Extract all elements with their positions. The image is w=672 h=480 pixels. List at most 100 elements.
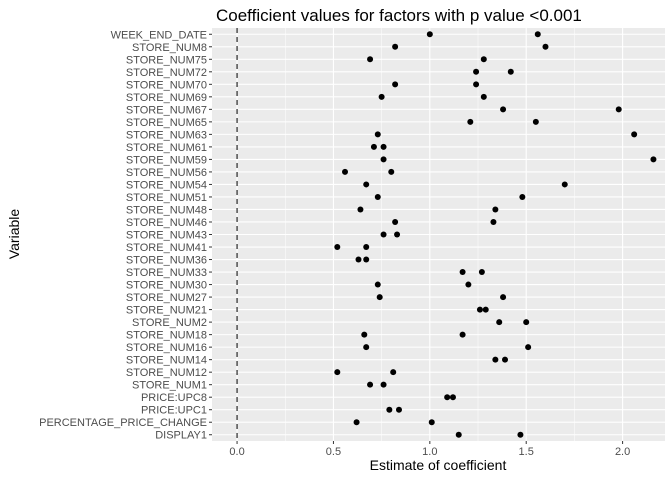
y-tick-label: STORE_NUM72 <box>126 67 207 79</box>
y-tick-label: STORE_NUM27 <box>126 292 207 304</box>
y-axis-title: Variable <box>6 209 22 260</box>
y-tick-label: STORE_NUM30 <box>126 280 207 292</box>
y-tick-label: STORE_NUM46 <box>126 217 207 229</box>
data-point <box>363 256 370 263</box>
data-point <box>542 43 549 50</box>
data-point <box>561 181 568 188</box>
y-tick-label: STORE_NUM59 <box>126 154 207 166</box>
data-point <box>363 244 370 251</box>
data-point <box>502 356 509 363</box>
y-tick-label: STORE_NUM51 <box>126 192 207 204</box>
data-point <box>650 156 657 163</box>
x-axis-title: Estimate of coefficient <box>370 457 507 473</box>
y-tick-label: STORE_NUM48 <box>126 204 207 216</box>
data-point <box>334 369 341 376</box>
data-point <box>374 131 381 138</box>
data-point <box>388 168 395 175</box>
data-point <box>394 231 401 238</box>
y-tick-label: STORE_NUM61 <box>126 142 207 154</box>
y-tick-label: STORE_NUM54 <box>126 179 207 191</box>
data-point <box>467 118 474 125</box>
data-point <box>334 244 341 251</box>
data-point <box>500 294 507 301</box>
data-point <box>631 131 638 138</box>
data-point <box>390 369 397 376</box>
data-point <box>480 93 487 100</box>
y-tick-label: STORE_NUM41 <box>126 242 207 254</box>
y-tick-label: STORE_NUM75 <box>126 54 207 66</box>
y-tick-label: STORE_NUM67 <box>126 104 207 116</box>
data-point <box>361 331 368 338</box>
y-tick-label: STORE_NUM65 <box>126 117 207 129</box>
y-tick-label: STORE_NUM21 <box>126 305 207 317</box>
data-point <box>465 281 472 288</box>
y-tick-label: STORE_NUM70 <box>126 79 207 91</box>
data-point <box>374 193 381 200</box>
y-tick-label: WEEK_END_DATE <box>111 29 207 41</box>
data-point <box>473 81 480 88</box>
data-point <box>392 43 399 50</box>
y-tick-label: STORE_NUM56 <box>126 167 207 179</box>
data-point <box>459 269 466 276</box>
y-tick-label: PRICE:UPC8 <box>141 392 207 404</box>
data-point <box>519 193 526 200</box>
data-point <box>480 56 487 63</box>
data-point <box>525 344 532 351</box>
data-point <box>455 431 462 438</box>
data-point <box>380 381 387 388</box>
y-tick-label: STORE_NUM43 <box>126 230 207 242</box>
data-point <box>342 168 349 175</box>
data-point <box>615 106 622 113</box>
data-point <box>392 218 399 225</box>
data-point <box>386 406 393 413</box>
x-tick-label: 0.0 <box>229 446 244 458</box>
data-point <box>370 143 377 150</box>
data-point <box>392 81 399 88</box>
y-tick-label: STORE_NUM36 <box>126 255 207 267</box>
data-point <box>492 356 499 363</box>
data-point <box>376 294 383 301</box>
y-tick-label: STORE_NUM12 <box>126 367 207 379</box>
y-tick-label: STORE_NUM14 <box>126 355 207 367</box>
data-point <box>496 319 503 326</box>
y-tick-label: PRICE:UPC1 <box>141 405 207 417</box>
data-point <box>363 344 370 351</box>
x-tick-label: 1.0 <box>422 446 437 458</box>
data-points <box>334 31 657 438</box>
data-point <box>507 68 514 75</box>
data-point <box>492 206 499 213</box>
chart-title: Coefficient values for factors with p va… <box>216 6 582 25</box>
x-tick-label: 1.5 <box>519 446 534 458</box>
data-point <box>426 31 433 38</box>
data-point <box>363 181 370 188</box>
data-point <box>367 56 374 63</box>
data-point <box>478 269 485 276</box>
data-point <box>459 331 466 338</box>
row-grid-lines <box>209 33 665 436</box>
data-point <box>378 93 385 100</box>
x-tick-labels: 0.0 0.5 1.0 1.5 2.0 <box>229 441 630 458</box>
y-tick-label: STORE_NUM16 <box>126 342 207 354</box>
y-tick-label: DISPLAY1 <box>155 430 207 442</box>
data-point <box>449 394 456 401</box>
data-point <box>534 31 541 38</box>
data-point <box>355 256 362 263</box>
y-tick-label: STORE_NUM33 <box>126 267 207 279</box>
data-point <box>357 206 364 213</box>
y-tick-label: STORE_NUM8 <box>132 42 207 54</box>
data-point <box>380 143 387 150</box>
x-tick-label: 0.5 <box>326 446 341 458</box>
data-point <box>367 381 374 388</box>
y-tick-label: PERCENTAGE_PRICE_CHANGE <box>39 417 207 429</box>
data-point <box>380 231 387 238</box>
data-point <box>374 281 381 288</box>
data-point <box>490 218 497 225</box>
data-point <box>517 431 524 438</box>
data-point <box>500 106 507 113</box>
data-point <box>444 394 451 401</box>
data-point <box>476 306 483 313</box>
data-point <box>482 306 489 313</box>
data-point <box>473 68 480 75</box>
data-point <box>428 419 435 426</box>
